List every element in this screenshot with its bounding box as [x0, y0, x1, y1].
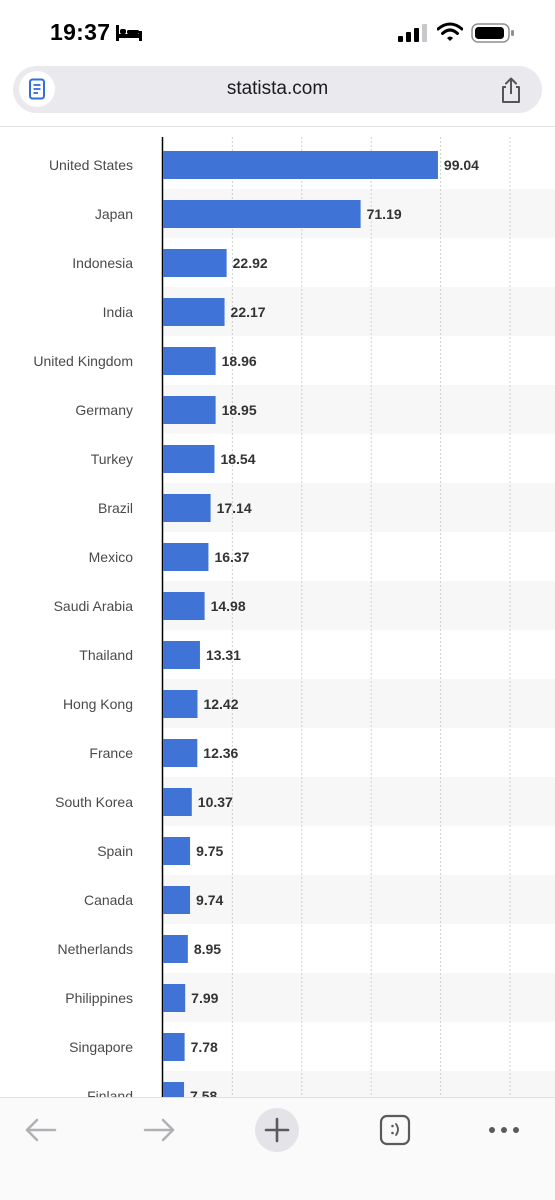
bar	[163, 396, 216, 424]
value-label: 14.98	[211, 598, 246, 614]
value-label: 8.95	[194, 941, 221, 957]
category-label: Germany	[75, 402, 133, 418]
category-label: Saudi Arabia	[54, 598, 134, 614]
bar	[163, 445, 215, 473]
value-label: 17.14	[217, 500, 252, 516]
tabs-icon	[379, 1114, 411, 1146]
wifi-icon	[437, 22, 463, 41]
value-label: 9.74	[196, 892, 223, 908]
chart-svg: United States 99.04 Japan 71.19 Indonesia 22.…	[33, 137, 555, 1097]
value-label: 16.37	[214, 549, 249, 565]
value-label: 18.96	[222, 353, 257, 369]
bar-chart: United States 99.04 Japan 71.19 Indonesia 22.…	[0, 127, 555, 1097]
more-button[interactable]	[481, 1110, 527, 1150]
new-tab-button[interactable]	[255, 1108, 299, 1152]
bar	[163, 690, 198, 718]
address-bar[interactable]: statista.com	[13, 66, 542, 113]
category-label: Netherlands	[58, 941, 134, 957]
bar	[163, 347, 216, 375]
value-label: 13.31	[206, 647, 241, 663]
status-bar: 19:37	[0, 0, 555, 62]
value-label: 7.99	[191, 990, 218, 1006]
category-label: South Korea	[55, 794, 133, 810]
category-label: Mexico	[89, 549, 134, 565]
row-stripe	[163, 1071, 555, 1097]
url-text[interactable]: statista.com	[226, 78, 329, 99]
back-arrow-icon	[25, 1118, 57, 1142]
category-label: Indonesia	[72, 255, 133, 271]
bar	[163, 641, 200, 669]
category-label: India	[103, 304, 134, 320]
row-stripe	[163, 385, 555, 434]
bottom-toolbar	[0, 1097, 555, 1200]
category-label: Singapore	[69, 1039, 133, 1055]
category-label: United Kingdom	[33, 353, 133, 369]
value-label: 18.95	[222, 402, 257, 418]
bar	[163, 494, 211, 522]
value-label: 10.37	[198, 794, 233, 810]
category-label: Brazil	[98, 500, 133, 516]
tabs-button[interactable]	[372, 1110, 418, 1150]
bar	[163, 1033, 185, 1061]
row-stripe	[163, 287, 555, 336]
row-stripe	[163, 973, 555, 1022]
bar	[163, 151, 438, 179]
bar	[163, 935, 188, 963]
row-stripe	[163, 679, 555, 728]
bar	[163, 739, 198, 767]
forward-arrow-icon	[143, 1118, 175, 1142]
category-label: France	[89, 745, 133, 761]
category-label: Philippines	[65, 990, 133, 1006]
category-label: Hong Kong	[63, 696, 133, 712]
status-time: 19:37	[50, 19, 111, 45]
bar	[163, 249, 227, 277]
bar	[163, 1082, 185, 1097]
more-icon	[489, 1127, 519, 1133]
bar	[163, 543, 209, 571]
battery-icon	[471, 23, 514, 43]
value-label: 7.78	[191, 1039, 218, 1055]
bar	[163, 592, 205, 620]
value-label: 71.19	[367, 206, 402, 222]
bar	[163, 788, 192, 816]
bar	[163, 837, 191, 865]
value-label: 12.36	[203, 745, 238, 761]
row-stripe	[163, 581, 555, 630]
value-label: 7.58	[190, 1088, 217, 1097]
value-label: 22.17	[231, 304, 266, 320]
category-label: United States	[49, 157, 133, 173]
back-button[interactable]	[18, 1110, 64, 1150]
bar	[163, 886, 191, 914]
category-label: Finland	[87, 1088, 133, 1097]
bar	[163, 298, 225, 326]
share-icon[interactable]	[497, 76, 525, 104]
cellular-signal-icon	[398, 24, 427, 42]
category-label: Thailand	[79, 647, 133, 663]
row-stripe	[163, 777, 555, 826]
divider	[0, 126, 555, 127]
forward-button[interactable]	[136, 1110, 182, 1150]
category-label: Spain	[97, 843, 133, 859]
reader-mode-button[interactable]	[19, 71, 55, 107]
value-label: 99.04	[444, 157, 479, 173]
category-label: Turkey	[91, 451, 133, 467]
row-stripe	[163, 483, 555, 532]
plus-icon	[264, 1117, 290, 1143]
category-label: Canada	[84, 892, 133, 908]
value-label: 18.54	[220, 451, 255, 467]
bed-icon	[116, 25, 142, 41]
reader-mode-icon	[29, 78, 45, 100]
row-stripe	[163, 875, 555, 924]
category-label: Japan	[95, 206, 133, 222]
bar	[163, 984, 186, 1012]
value-label: 22.92	[233, 255, 268, 271]
value-label: 12.42	[203, 696, 238, 712]
bar	[163, 200, 361, 228]
value-label: 9.75	[196, 843, 223, 859]
